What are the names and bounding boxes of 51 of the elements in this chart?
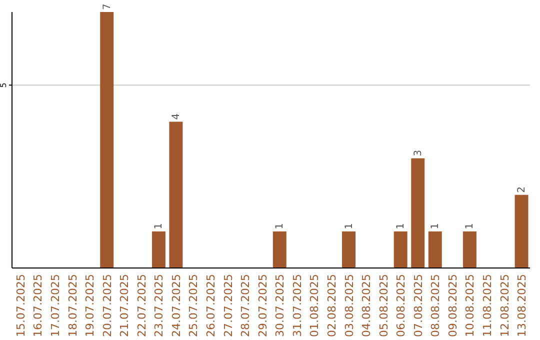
bar <box>342 231 356 268</box>
x-tick-label: 01.08.2025 <box>308 274 322 337</box>
x-tick-label: 19.07.2025 <box>84 274 97 337</box>
data-label: 7 <box>102 4 113 10</box>
x-tick-label: 30.07.2025 <box>274 274 287 337</box>
data-label: 1 <box>464 223 476 230</box>
data-label: 1 <box>430 223 442 230</box>
x-tick-label: 25.07.2025 <box>187 274 200 337</box>
x-tick-label: 18.07.2025 <box>66 274 80 337</box>
x-tick-label: 11.08.2025 <box>480 274 494 337</box>
x-tick-label: 02.08.2025 <box>325 274 338 337</box>
bar <box>169 122 183 268</box>
bar <box>152 231 166 268</box>
x-tick-label: 20.07.2025 <box>100 274 114 337</box>
x-tick-label: 05.08.2025 <box>377 274 390 337</box>
data-label: 2 <box>516 186 528 193</box>
bar <box>100 12 114 268</box>
x-tick-label: 04.08.2025 <box>360 274 374 337</box>
x-tick-label: 09.08.2025 <box>446 274 460 337</box>
x-tick-label: 27.07.2025 <box>222 274 235 337</box>
bar <box>462 231 476 268</box>
x-tick-label: 03.08.2025 <box>342 274 356 337</box>
x-tick-label: 24.07.2025 <box>170 274 183 337</box>
x-tick-label: 08.08.2025 <box>429 274 442 337</box>
data-label: 4 <box>170 113 182 120</box>
x-tick-label: 07.08.2025 <box>412 274 425 337</box>
data-label: 1 <box>154 223 165 230</box>
y-tick-label: 5 <box>0 82 8 88</box>
x-tick-label: 16.07.2025 <box>32 274 45 337</box>
x-tick-label: 26.07.2025 <box>204 274 218 337</box>
x-tick-label: 13.08.2025 <box>516 274 529 337</box>
x-tick-label: 06.08.2025 <box>394 274 408 337</box>
bar <box>411 158 425 268</box>
x-tick-label: 21.07.2025 <box>118 274 132 337</box>
x-tick-label: 28.07.2025 <box>239 274 252 337</box>
data-label: 3 <box>412 150 424 156</box>
x-tick-label: 23.07.2025 <box>152 274 166 337</box>
x-tick-label: 17.07.2025 <box>49 274 62 337</box>
bar <box>428 231 442 268</box>
x-tick-label: 22.07.2025 <box>135 274 148 337</box>
bar <box>272 231 286 268</box>
x-tick-label: 31.07.2025 <box>290 274 304 337</box>
bar <box>394 231 408 268</box>
x-tick-label: 10.08.2025 <box>464 274 477 337</box>
x-tick-label: 15.07.2025 <box>14 274 28 337</box>
bar <box>514 194 528 268</box>
x-tick-label: 29.07.2025 <box>256 274 270 337</box>
data-label: 1 <box>344 223 355 230</box>
data-label: 1 <box>274 223 286 230</box>
data-label: 1 <box>396 223 407 230</box>
x-tick-label: 12.08.2025 <box>498 274 512 337</box>
